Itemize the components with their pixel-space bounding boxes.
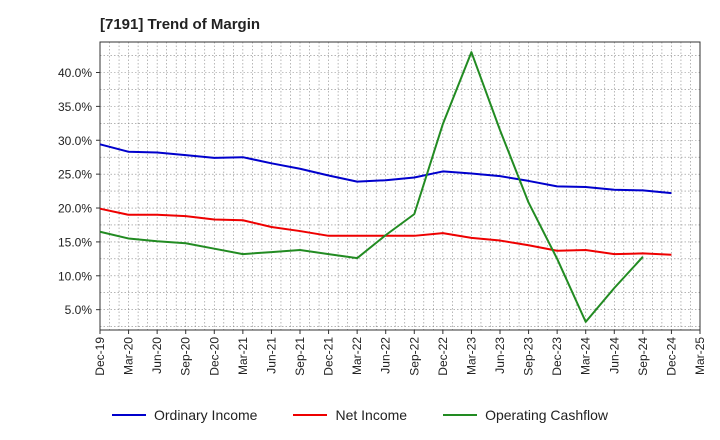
legend-label: Net Income xyxy=(335,407,408,423)
x-tick-label: Mar-25 xyxy=(693,337,707,375)
x-tick-label: Jun-22 xyxy=(379,337,393,374)
y-tick-label: 30.0% xyxy=(58,134,92,148)
x-tick-label: Sep-20 xyxy=(179,337,193,376)
x-tick-label: Jun-20 xyxy=(150,337,164,374)
x-tick-label: Dec-24 xyxy=(664,337,678,376)
x-tick-label: Mar-21 xyxy=(236,337,250,375)
y-tick-label: 40.0% xyxy=(58,66,92,80)
legend-swatch xyxy=(443,414,478,416)
chart-title: [7191] Trend of Margin xyxy=(100,16,261,33)
legend-swatch xyxy=(293,414,328,416)
x-tick-label: Jun-21 xyxy=(264,337,278,374)
legend-item: Net Income xyxy=(293,407,407,423)
y-tick-label: 5.0% xyxy=(65,303,93,317)
legend: Ordinary Income Net Income Operating Cashf… xyxy=(0,404,720,426)
x-tick-label: Mar-23 xyxy=(464,337,478,375)
y-tick-label: 35.0% xyxy=(58,100,92,114)
x-tick-label: Jun-23 xyxy=(493,337,507,374)
plot-area xyxy=(99,41,701,331)
series-line-operating-cashflow xyxy=(99,51,644,323)
x-tick-label: Dec-22 xyxy=(436,337,450,376)
legend-swatch xyxy=(111,414,146,416)
y-tick-label: 15.0% xyxy=(58,235,92,249)
x-tick-label: Mar-24 xyxy=(579,337,593,375)
x-tick-label: Sep-23 xyxy=(522,337,536,376)
x-tick-label: Dec-23 xyxy=(550,337,564,376)
x-tick-label: Sep-21 xyxy=(293,337,307,376)
legend-item: Ordinary Income xyxy=(111,407,258,423)
x-tick-label: Sep-24 xyxy=(636,337,650,376)
legend-label: Operating Cashflow xyxy=(485,407,609,423)
y-tick-label: 25.0% xyxy=(58,168,92,182)
x-tick-label: Sep-22 xyxy=(407,337,421,376)
x-tick-label: Dec-20 xyxy=(207,337,221,376)
y-tick-label: 20.0% xyxy=(58,202,92,216)
legend-label: Ordinary Income xyxy=(153,407,258,423)
x-tick-label: Mar-22 xyxy=(350,337,364,375)
x-tick-label: Dec-19 xyxy=(93,337,107,376)
x-tick-label: Mar-20 xyxy=(122,337,136,375)
x-tick-label: Jun-24 xyxy=(607,337,621,374)
y-tick-label: 10.0% xyxy=(58,269,92,283)
x-tick-label: Dec-21 xyxy=(322,337,336,376)
legend-item: Operating Cashflow xyxy=(443,407,608,423)
